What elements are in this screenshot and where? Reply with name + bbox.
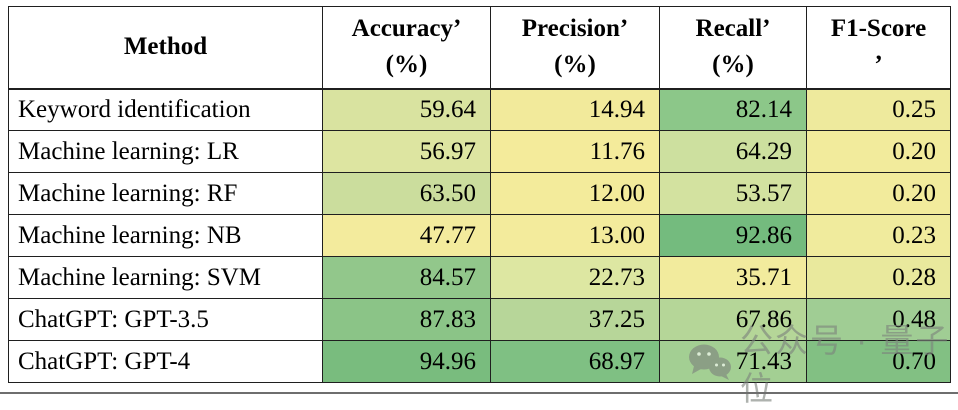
table-row: Machine learning: NB 47.77 13.00 92.86 0… xyxy=(8,214,951,257)
table-row: ChatGPT: GPT-3.5 87.83 37.25 67.86 0.48 xyxy=(8,298,951,341)
header-recall-line1: Recall’ xyxy=(695,15,771,43)
accuracy-cell: 59.64 xyxy=(322,88,491,131)
header-recall: Recall’ (%) xyxy=(659,6,807,90)
accuracy-cell: 56.97 xyxy=(322,130,491,173)
f1score-cell: 0.28 xyxy=(806,256,951,299)
method-cell: ChatGPT: GPT-4 xyxy=(8,340,323,383)
accuracy-cell: 63.50 xyxy=(322,172,491,215)
header-row: Method Accuracy’ (%) Precision’ (%) Reca… xyxy=(8,6,951,90)
precision-cell: 14.94 xyxy=(490,88,660,131)
recall-cell: 35.71 xyxy=(659,256,807,299)
header-precision-line2: (%) xyxy=(554,51,596,79)
header-accuracy: Accuracy’ (%) xyxy=(322,6,491,90)
header-recall-line2: (%) xyxy=(712,51,754,79)
accuracy-cell: 87.83 xyxy=(322,298,491,341)
method-cell: Machine learning: NB xyxy=(8,214,323,257)
recall-cell: 67.86 xyxy=(659,298,807,341)
method-cell: ChatGPT: GPT-3.5 xyxy=(8,298,323,341)
recall-cell: 92.86 xyxy=(659,214,807,257)
method-cell: Machine learning: SVM xyxy=(8,256,323,299)
precision-cell: 13.00 xyxy=(490,214,660,257)
accuracy-cell: 47.77 xyxy=(322,214,491,257)
precision-cell: 11.76 xyxy=(490,130,660,173)
header-method-line1: Method xyxy=(123,33,208,61)
header-accuracy-line1: Accuracy’ xyxy=(351,15,462,43)
recall-cell: 82.14 xyxy=(659,88,807,131)
header-f1score-line2: ’ xyxy=(874,51,883,79)
precision-cell: 37.25 xyxy=(490,298,660,341)
method-cell: Machine learning: RF xyxy=(8,172,323,215)
method-cell: Machine learning: LR xyxy=(8,130,323,173)
recall-cell: 71.43 xyxy=(659,340,807,383)
bottom-divider xyxy=(0,392,958,394)
table-row: Machine learning: RF 63.50 12.00 53.57 0… xyxy=(8,172,951,215)
f1score-cell: 0.23 xyxy=(806,214,951,257)
table-row: Keyword identification 59.64 14.94 82.14… xyxy=(8,88,951,131)
header-precision: Precision’ (%) xyxy=(490,6,660,90)
header-precision-line1: Precision’ xyxy=(521,15,629,43)
accuracy-cell: 84.57 xyxy=(322,256,491,299)
f1score-cell: 0.25 xyxy=(806,88,951,131)
header-accuracy-line2: (%) xyxy=(385,51,428,79)
recall-cell: 53.57 xyxy=(659,172,807,215)
header-method: Method xyxy=(8,6,323,90)
f1score-cell: 0.20 xyxy=(806,130,951,173)
f1score-cell: 0.70 xyxy=(806,340,951,383)
header-f1score: F1-Score ’ xyxy=(806,6,951,90)
precision-cell: 12.00 xyxy=(490,172,660,215)
f1score-cell: 0.48 xyxy=(806,298,951,341)
table-row: ChatGPT: GPT-4 94.96 68.97 71.43 0.70 xyxy=(8,340,951,383)
table-row: Machine learning: LR 56.97 11.76 64.29 0… xyxy=(8,130,951,173)
method-cell: Keyword identification xyxy=(8,88,323,131)
table-row: Machine learning: SVM 84.57 22.73 35.71 … xyxy=(8,256,951,299)
precision-cell: 22.73 xyxy=(490,256,660,299)
results-table: Method Accuracy’ (%) Precision’ (%) Reca… xyxy=(8,6,951,383)
precision-cell: 68.97 xyxy=(490,340,660,383)
header-f1score-line1: F1-Score xyxy=(830,15,927,43)
accuracy-cell: 94.96 xyxy=(322,340,491,383)
f1score-cell: 0.20 xyxy=(806,172,951,215)
recall-cell: 64.29 xyxy=(659,130,807,173)
